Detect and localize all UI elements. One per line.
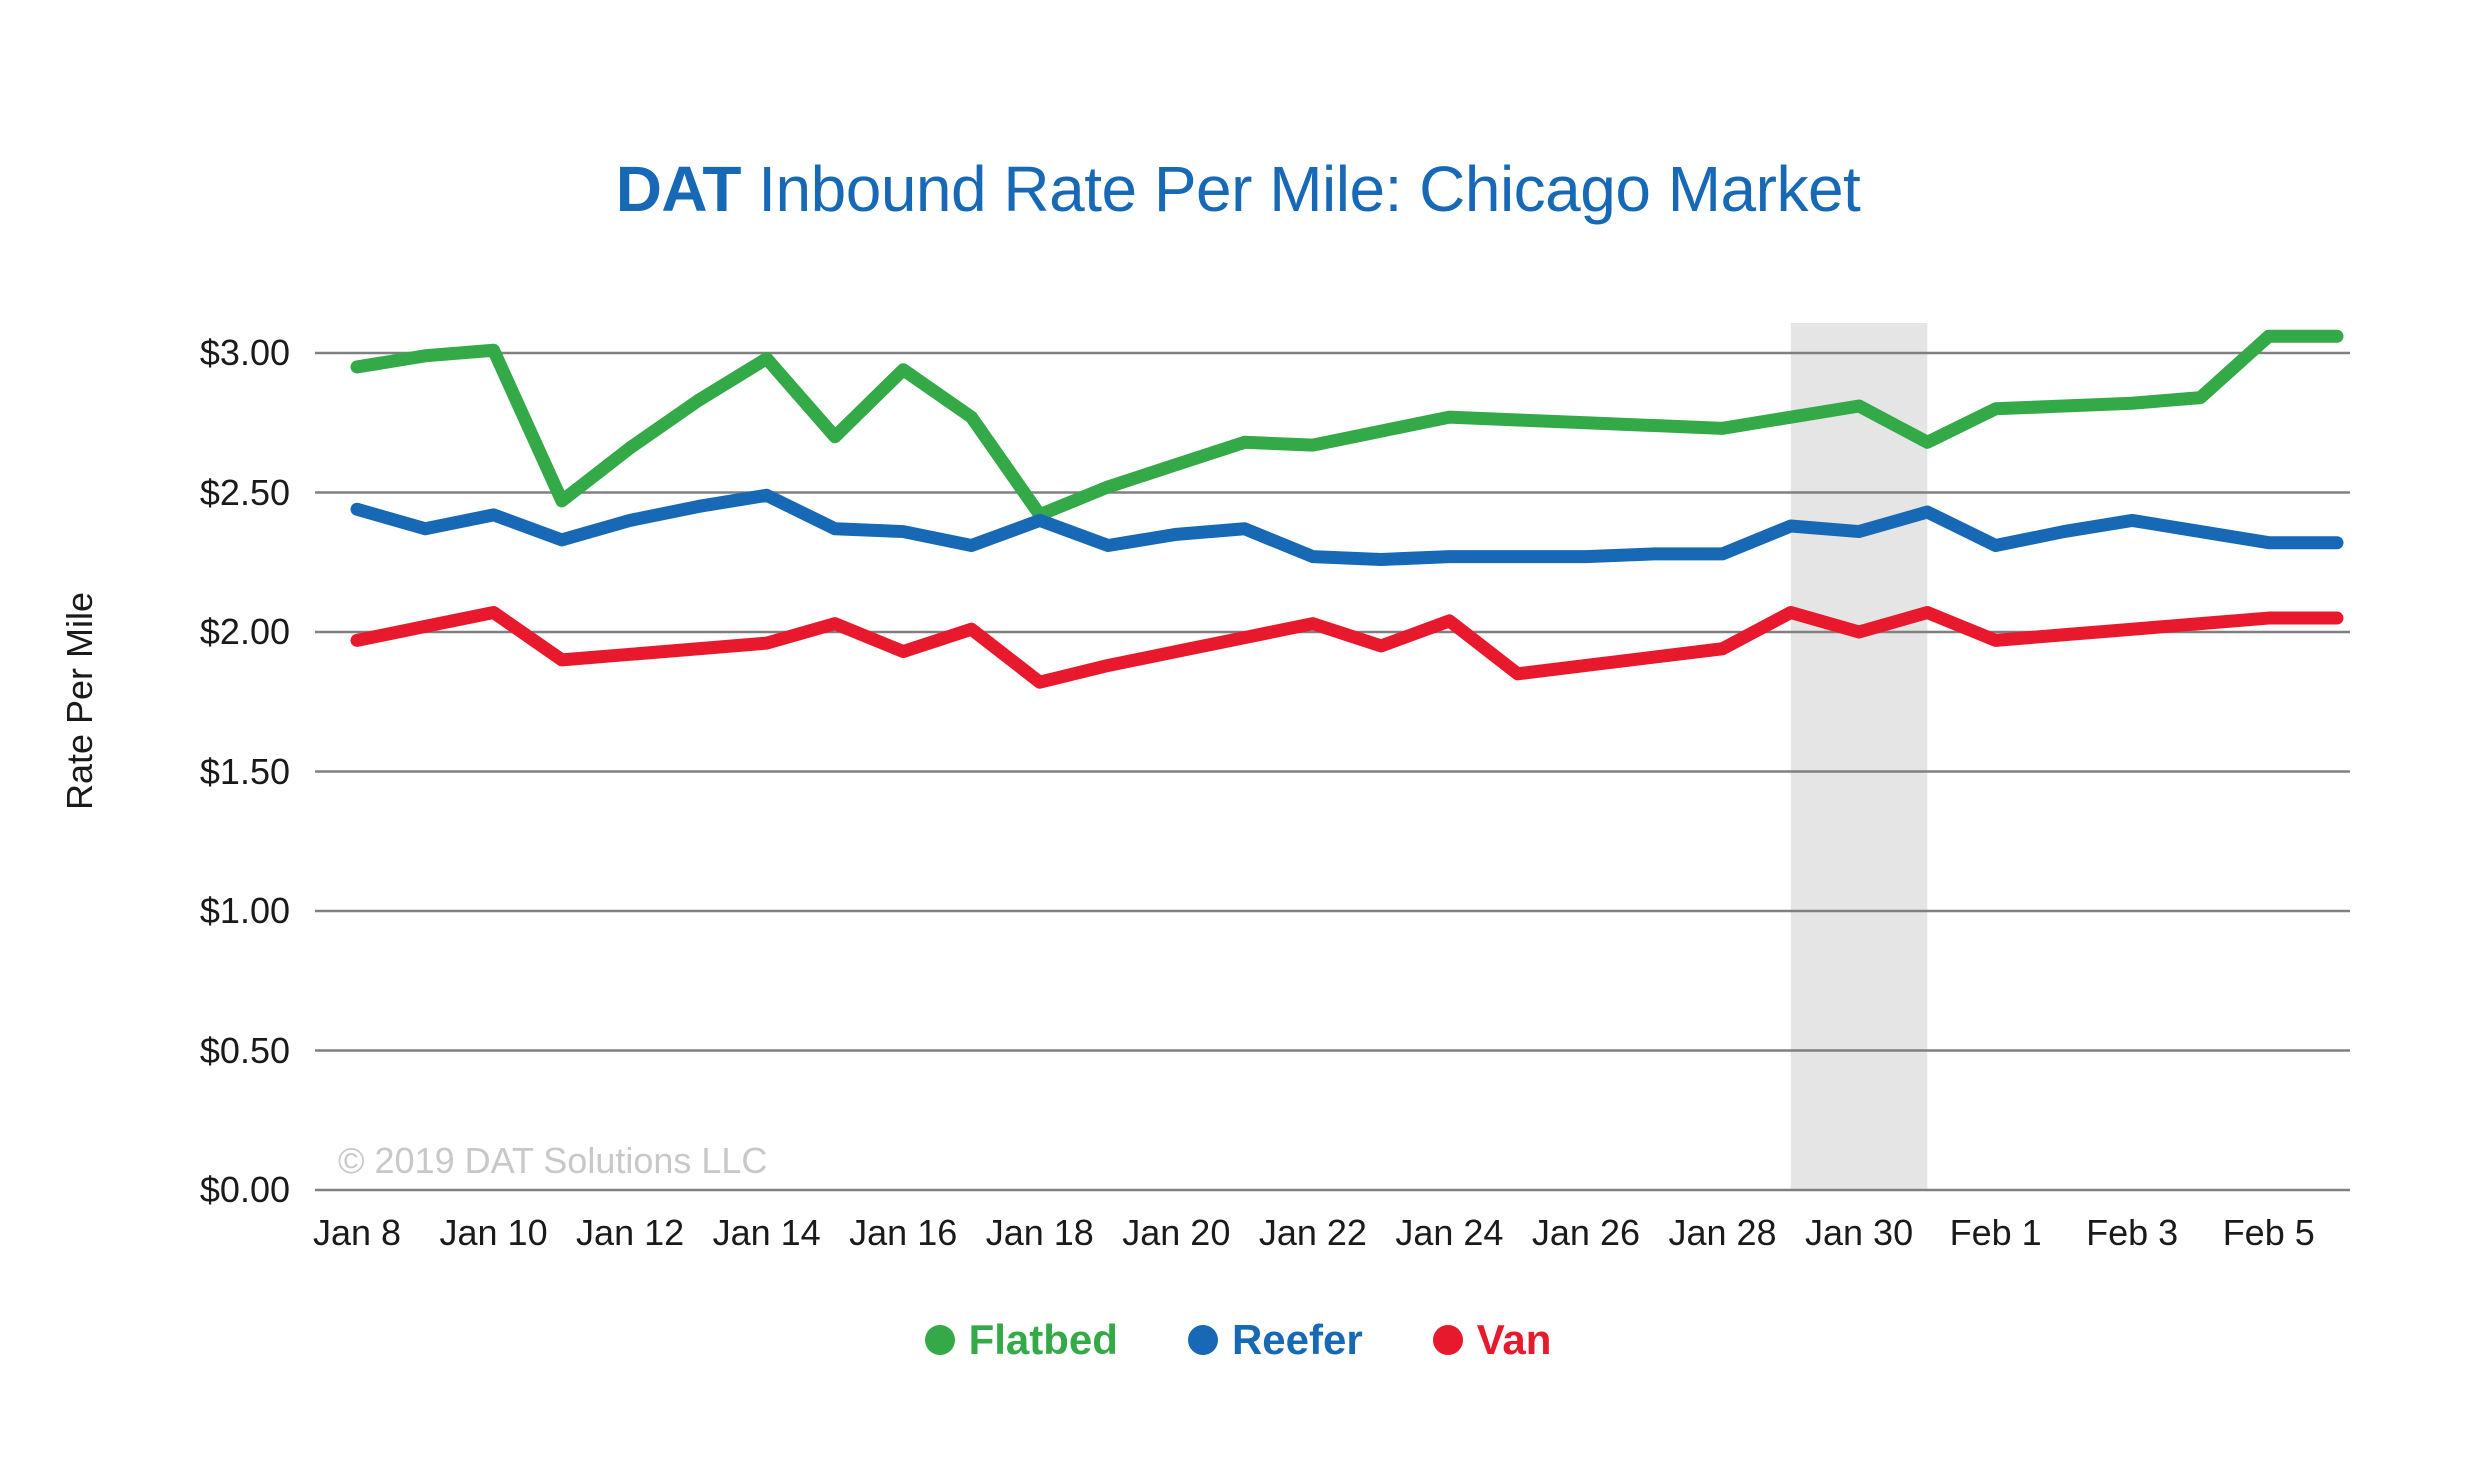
x-tick-label: Feb 3 — [2086, 1212, 2179, 1253]
y-tick-label: $2.50 — [199, 471, 290, 513]
x-tick-label: Jan 20 — [1122, 1212, 1231, 1253]
y-tick-label: $0.50 — [199, 1029, 290, 1071]
legend-marker-icon — [1432, 1325, 1463, 1355]
series-line-reefer — [350, 488, 2344, 566]
chart-svg — [315, 323, 2350, 1192]
x-axis-labels: Jan 8 Jan 10 Jan 12 Jan 14 Jan 16 Jan 18 Jan 2… — [0, 1212, 2476, 1272]
y-axis-labels: $0.00 $0.50 $1.00 $1.50 $2.00 $2.50 $3.00 — [0, 0, 300, 1477]
copyright-notice: © 2019 DAT Solutions LLC — [338, 1140, 768, 1181]
highlight-band — [1790, 323, 1928, 1190]
x-tick-label: Jan 16 — [849, 1212, 958, 1253]
y-tick-label: $1.00 — [199, 890, 290, 931]
brand-label: DAT — [615, 153, 742, 225]
x-tick-label: Jan 8 — [312, 1212, 402, 1253]
x-tick-label: Jan 14 — [712, 1212, 821, 1253]
legend-marker-icon — [924, 1325, 955, 1355]
x-tick-label: Jan 28 — [1668, 1212, 1777, 1253]
x-tick-label: Jan 12 — [576, 1212, 685, 1253]
legend-item-van[interactable]: Van — [1432, 1316, 1552, 1364]
x-tick-label: Jan 30 — [1805, 1212, 1914, 1253]
chart-legend: Flatbed Reefer Van — [0, 1316, 2476, 1364]
x-tick-label: Jan 26 — [1531, 1212, 1640, 1253]
x-tick-label: Feb 5 — [2222, 1212, 2315, 1253]
legend-item-flatbed[interactable]: Flatbed — [924, 1316, 1118, 1364]
y-axis-title: Rate Per Mile — [59, 591, 100, 811]
x-tick-label: Jan 10 — [439, 1212, 548, 1253]
x-tick-label: Jan 18 — [985, 1212, 1094, 1253]
title-text: Inbound Rate Per Mile: Chicago Market — [740, 153, 1861, 225]
legend-marker-icon — [1187, 1325, 1218, 1355]
x-tick-label: Feb 1 — [1949, 1212, 2042, 1253]
y-tick-label: $2.00 — [199, 611, 290, 652]
plot-area — [315, 323, 2350, 1192]
legend-label: Flatbed — [968, 1316, 1118, 1363]
x-tick-label: Jan 22 — [1258, 1212, 1367, 1253]
legend-label: Van — [1476, 1316, 1552, 1363]
legend-label: Reefer — [1231, 1316, 1363, 1363]
page-title: DAT Inbound Rate Per Mile: Chicago Marke… — [0, 152, 2476, 226]
legend-item-reefer[interactable]: Reefer — [1187, 1316, 1363, 1364]
y-tick-label: $3.00 — [199, 332, 290, 373]
series-line-van — [350, 605, 2344, 689]
y-tick-label: $1.50 — [199, 750, 290, 792]
x-tick-label: Jan 24 — [1395, 1212, 1504, 1253]
series-line-flatbed — [350, 329, 2344, 522]
y-tick-label: $0.00 — [199, 1169, 290, 1210]
